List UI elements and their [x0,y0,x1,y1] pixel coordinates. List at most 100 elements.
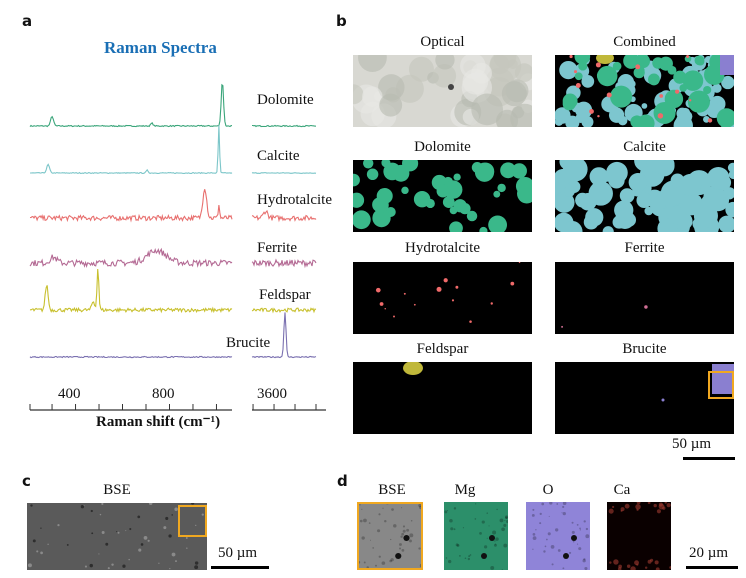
phase-region [573,70,578,74]
texture [503,523,507,527]
scale-bar-c [211,566,269,569]
phase-region [353,173,360,187]
texture [655,567,660,570]
x-tick-400: 400 [58,386,81,402]
texture [445,557,448,559]
pore [489,535,495,541]
texture [490,565,495,570]
map-combined [555,55,734,127]
texture [117,531,120,534]
phase-region [574,55,591,65]
texture [510,103,532,127]
phase-region [510,281,515,286]
phase-region [612,61,622,71]
phase-region [413,303,416,306]
raman-spectra-chart [29,83,326,411]
bse-image-c [27,503,207,570]
texture [379,93,403,117]
phase-region [633,67,645,79]
phase-region [575,112,586,124]
texture [562,511,566,516]
map-title-combined: Combined [613,34,676,50]
texture [493,543,497,547]
phase-region [455,285,459,289]
texture [630,566,636,570]
phase-region [559,60,578,80]
map-title-dolomite: Dolomite [414,139,471,155]
texture [353,84,364,105]
texture [418,547,421,550]
series-label-dolomite: Dolomite [257,92,314,108]
phase-region [443,278,448,283]
map-hydrotalcite [353,262,532,334]
map-ferrite [555,262,734,334]
texture [654,560,659,565]
texture [363,518,367,523]
spectrum-dolomite-right [252,124,317,128]
texture [531,513,535,517]
texture [401,532,405,536]
phase-region [635,55,651,69]
phase-region [366,168,379,181]
phase-region [606,161,628,184]
texture [545,538,548,541]
texture [444,510,448,514]
texture [471,62,492,84]
phase-region [453,173,461,181]
texture [409,533,414,538]
texture [474,518,477,520]
phase-region [716,108,734,127]
texture [569,551,572,554]
phase-region [721,75,734,90]
map-title-d-mg: Mg [454,482,476,498]
texture [391,508,394,511]
phase-region [555,117,564,126]
texture [579,527,581,530]
texture [359,504,361,506]
phase-region [466,210,478,222]
texture [122,564,126,568]
panel-label-a: a [22,12,33,30]
texture [143,536,148,540]
phase-region [517,183,532,204]
phase-region [379,302,384,306]
texture [532,533,536,536]
texture [399,547,402,550]
phase-region [668,205,687,225]
texture [363,561,366,564]
phase-region [636,192,652,209]
texture [191,503,195,505]
texture [175,560,177,563]
phase-region [589,109,594,114]
series-label-calcite: Calcite [257,148,300,164]
texture [653,503,657,508]
texture [402,529,406,533]
spectrum-feldspar-right [251,307,317,314]
phase-region [588,181,613,206]
texture [549,502,553,505]
texture [620,509,623,512]
phase-region [563,160,588,182]
texture [384,520,387,523]
dark-grain [448,84,454,90]
phase-region [596,69,610,83]
map-d-o [526,502,590,570]
texture [504,520,506,522]
phase-region [630,115,644,127]
phase-region [569,55,573,59]
phase-region [680,192,703,216]
texture [501,81,527,107]
texture [647,502,651,505]
texture [377,529,381,533]
texture [539,522,542,525]
texture [636,508,639,511]
map-title-d-ca: Ca [613,482,631,498]
texture [532,508,535,511]
texture [358,55,387,72]
texture [171,552,176,557]
highlight-box-b [708,371,734,399]
phase-region [602,226,614,232]
texture [390,558,394,562]
map-feldspar [353,362,532,434]
